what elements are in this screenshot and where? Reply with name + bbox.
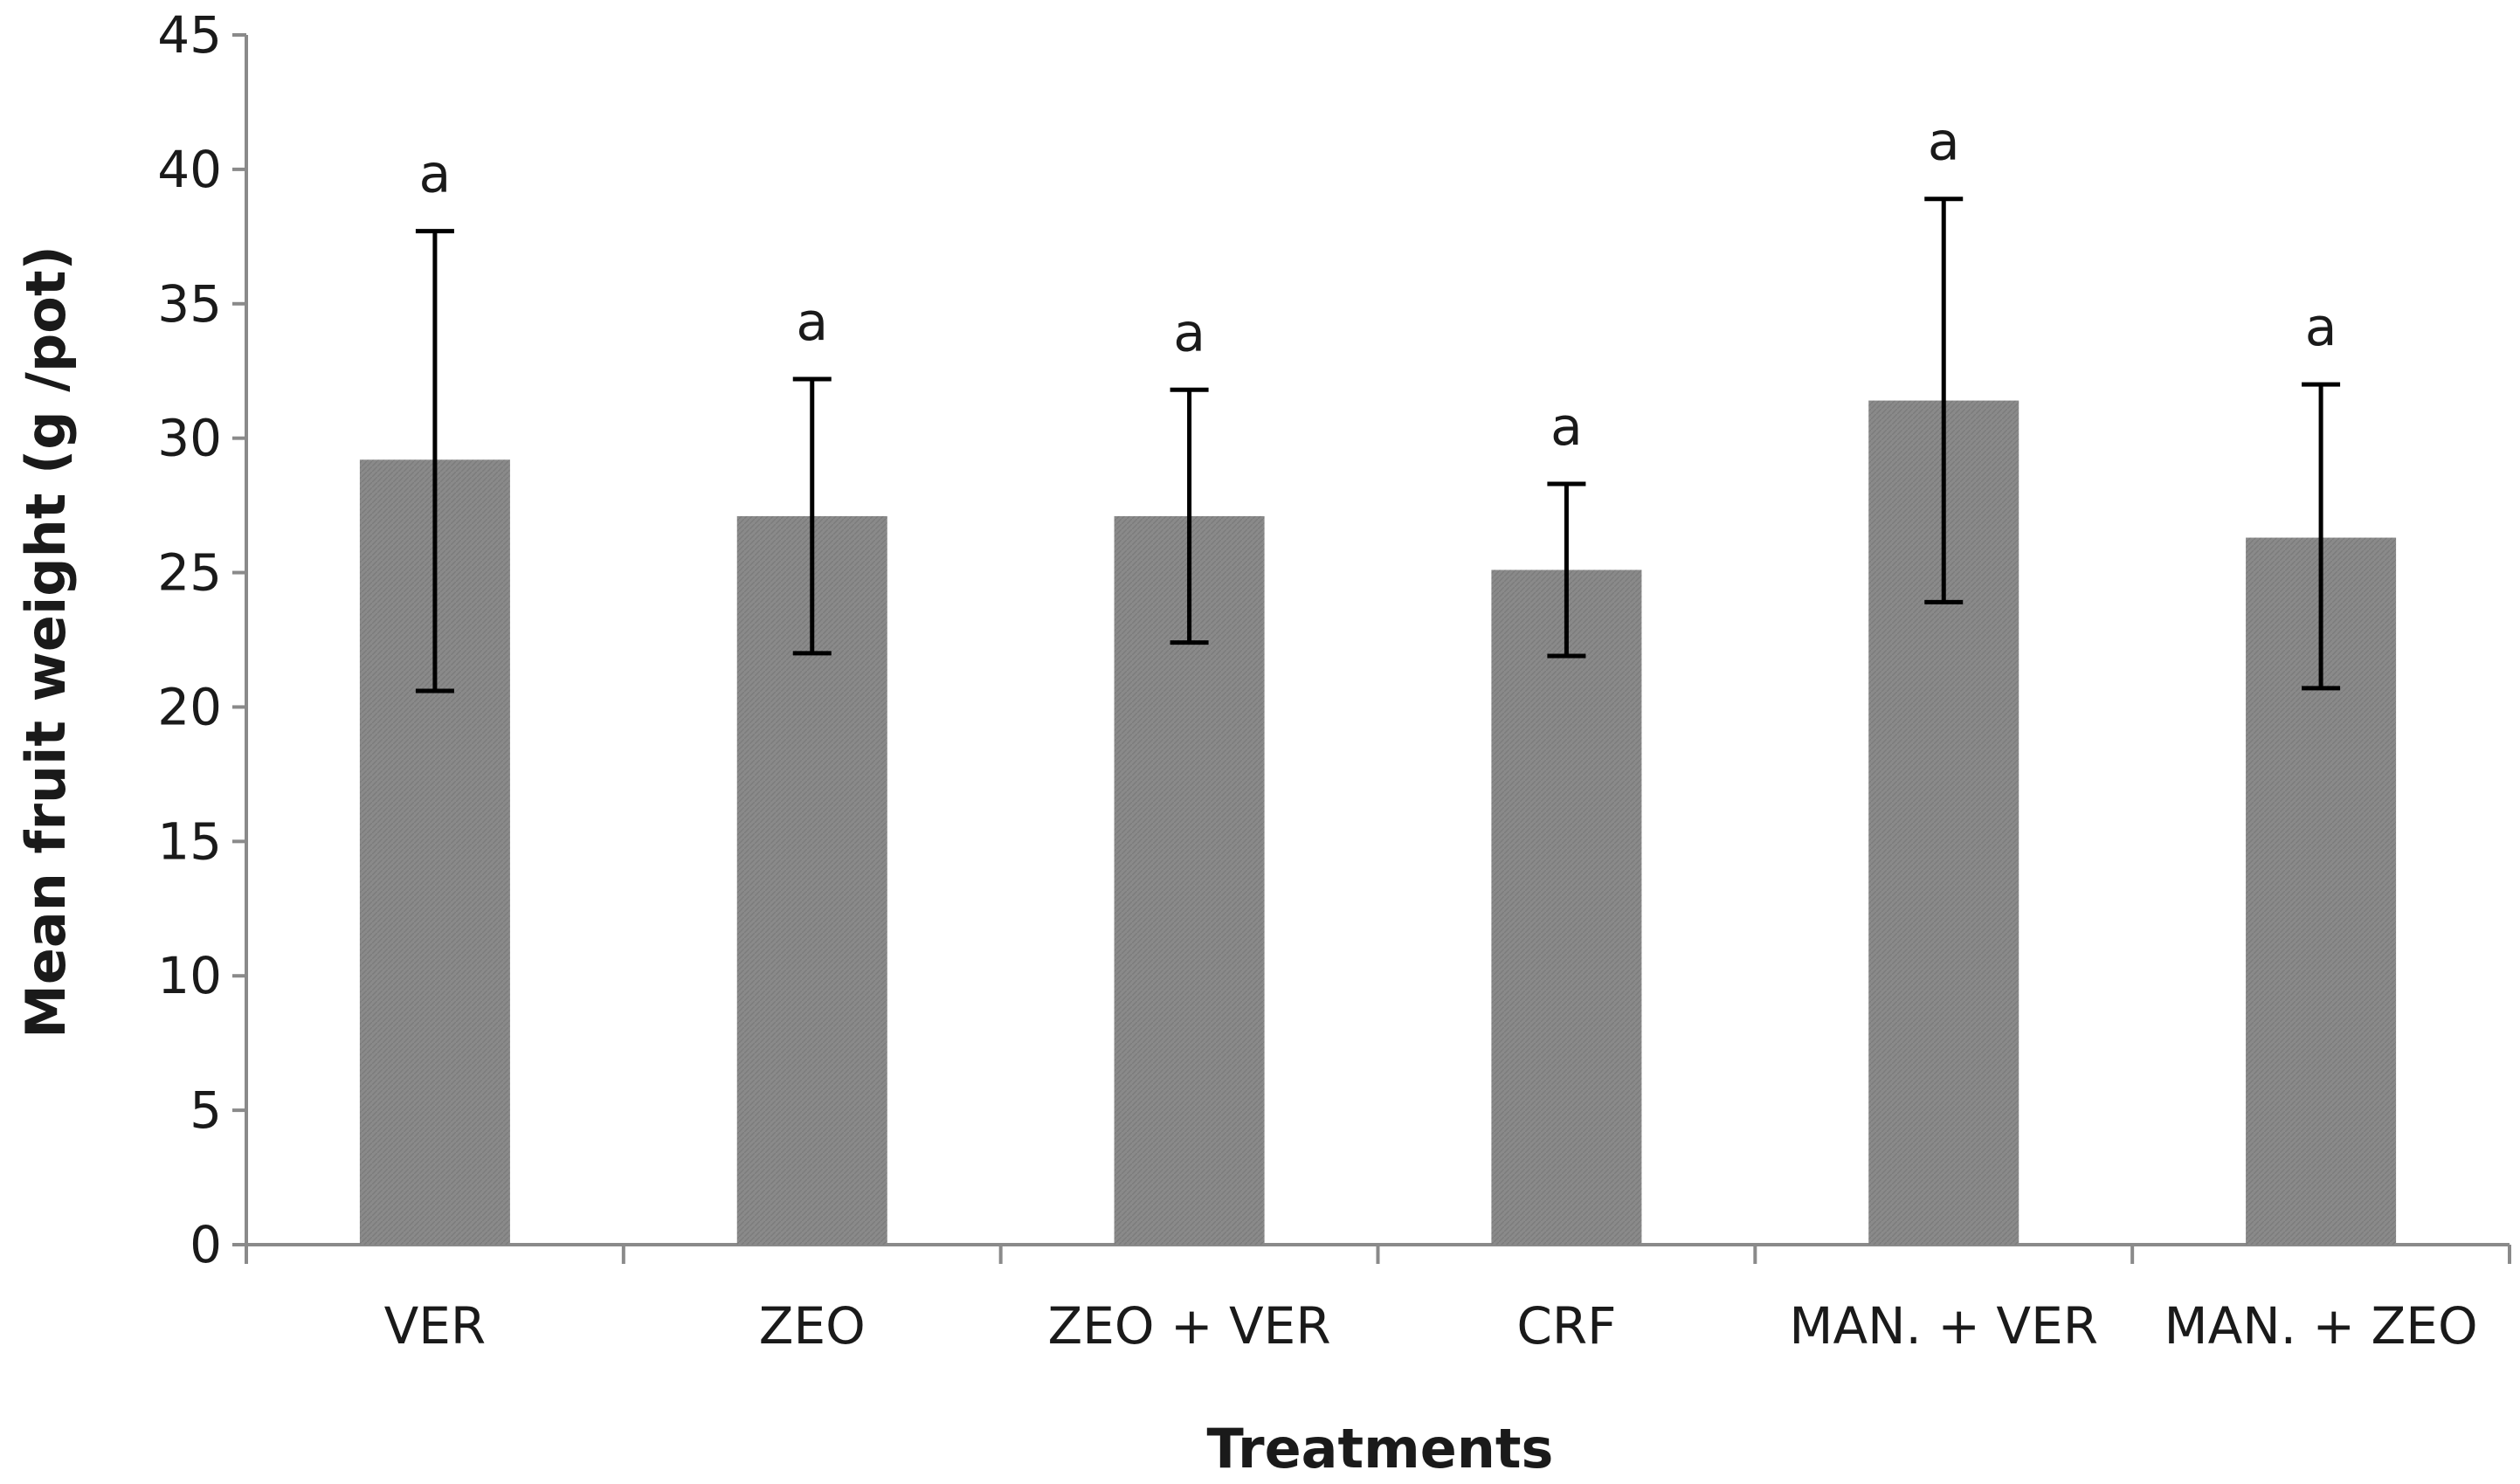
- y-tick-label: 20: [157, 677, 222, 736]
- significance-label: a: [796, 292, 828, 353]
- y-tick-label: 35: [157, 274, 222, 334]
- significance-label: a: [1928, 112, 1960, 173]
- significance-label: a: [1173, 302, 1205, 363]
- bar: [1491, 569, 1642, 1245]
- y-tick-label: 30: [157, 409, 222, 468]
- x-axis-title: Treatments: [1207, 1417, 1554, 1481]
- bars: [359, 400, 2397, 1246]
- error-bars: [415, 197, 2341, 694]
- y-tick-label: 15: [157, 811, 222, 871]
- x-tick-label: ZEO: [759, 1296, 866, 1356]
- y-tick-label: 5: [190, 1080, 222, 1140]
- significance-label: a: [2305, 297, 2337, 358]
- y-tick-label: 10: [157, 946, 222, 1005]
- x-tick-label: MAN. + VER: [1789, 1296, 2098, 1356]
- x-tick-label: VER: [384, 1296, 487, 1356]
- significance-label: a: [1550, 397, 1583, 458]
- x-tick-label: ZEO + VER: [1048, 1296, 1331, 1356]
- x-tick-label: CRF: [1516, 1296, 1616, 1356]
- x-tick-label: MAN. + ZEO: [2164, 1296, 2478, 1356]
- significance-label: a: [419, 144, 452, 205]
- y-tick-label: 45: [157, 5, 222, 65]
- x-axis: VER ZEO ZEO + VER CRF MAN. + VER MAN. + ZEO: [245, 1243, 2511, 1356]
- significance-labels: a a a a a a: [419, 112, 2337, 458]
- y-axis-title: Mean fruit weight (g /pot): [14, 245, 78, 1039]
- y-axis: 0 5 10 15 20 25 30 35 40 45: [157, 5, 248, 1274]
- y-tick-label: 0: [190, 1215, 222, 1274]
- y-tick-label: 25: [157, 543, 222, 603]
- y-tick-label: 40: [157, 140, 222, 199]
